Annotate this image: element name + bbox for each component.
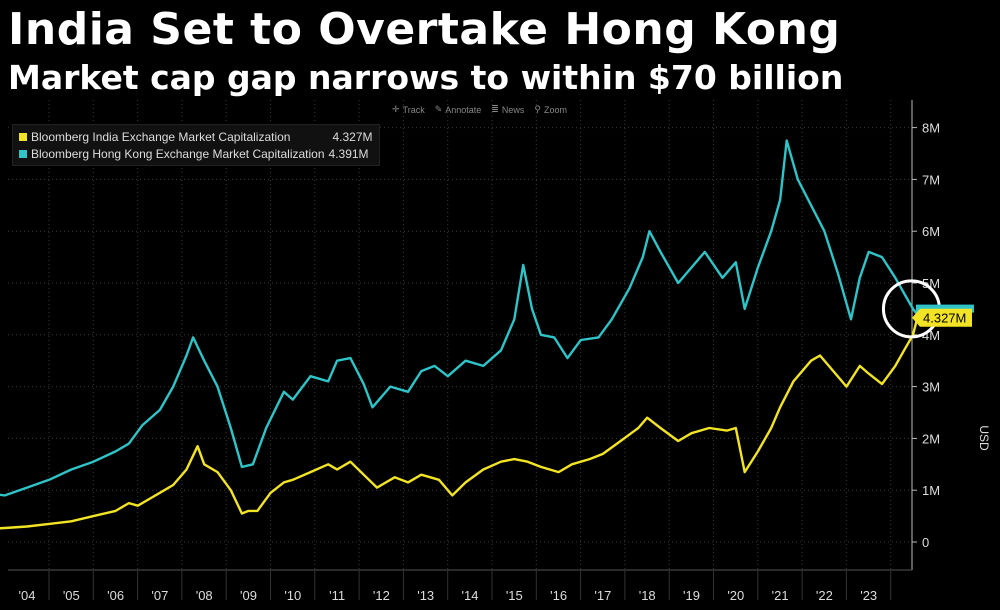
last-value-tag-india <box>912 308 972 327</box>
x-tick-label: '18 <box>639 588 656 603</box>
x-tick-label: '22 <box>816 588 833 603</box>
x-tick-label: '13 <box>417 588 434 603</box>
x-tick-label: '23 <box>860 588 877 603</box>
x-tick-label: '16 <box>550 588 567 603</box>
legend-swatch-india <box>19 132 27 141</box>
x-tick-label: '17 <box>594 588 611 603</box>
x-tick-label: '05 <box>63 588 80 603</box>
x-tick-label: '14 <box>462 588 479 603</box>
page-title: India Set to Overtake Hong Kong <box>8 4 841 55</box>
last-value-tag-hongkong <box>916 304 974 313</box>
crosshair-icon: ✛ <box>392 104 400 114</box>
y-tick-label: 5M <box>922 276 940 291</box>
y-tick-label: 3M <box>922 380 940 395</box>
legend-entry-india[interactable]: Bloomberg India Exchange Market Capitali… <box>19 128 373 145</box>
x-tick-label: '19 <box>683 588 700 603</box>
legend-value: 4.391M <box>328 146 369 161</box>
y-tick-label: 6M <box>922 224 940 239</box>
x-tick-label: '09 <box>240 588 257 603</box>
track-button[interactable]: ✛ Track <box>392 104 425 115</box>
y-tick-label: 1M <box>922 483 940 498</box>
x-tick-label: '04 <box>19 588 36 603</box>
legend-label: Bloomberg India Exchange Market Capitali… <box>31 129 291 144</box>
y-tick-label: 2M <box>922 431 940 446</box>
x-tick-label: '10 <box>284 588 301 603</box>
series-line-hongkong <box>0 139 919 497</box>
x-tick-label: '21 <box>772 588 789 603</box>
news-icon: ≣ <box>491 104 499 114</box>
pencil-icon: ✎ <box>434 104 443 114</box>
x-tick-label: '20 <box>727 588 744 603</box>
legend-swatch-hongkong <box>19 149 27 158</box>
series-line-india <box>0 317 919 530</box>
last-value-tag-label: 4.327M <box>923 311 966 326</box>
page-subtitle: Market cap gap narrows to within $70 bil… <box>8 58 844 97</box>
zoom-icon: ⚲ <box>534 104 541 114</box>
news-button[interactable]: ≣ News <box>491 104 525 115</box>
legend-value: 4.327M <box>332 129 373 144</box>
y-tick-label: 7M <box>922 172 940 187</box>
annotate-button[interactable]: ✎ Annotate <box>434 104 482 115</box>
legend-label: Bloomberg Hong Kong Exchange Market Capi… <box>31 146 325 161</box>
x-tick-label: '06 <box>107 588 124 603</box>
chart: 01M2M3M4M5M6M7M8MUSD'04'05'06'07'08'09'1… <box>0 100 1000 610</box>
x-tick-label: '12 <box>373 588 390 603</box>
x-axis-band <box>0 570 1000 610</box>
y-axis-label: USD <box>977 425 991 451</box>
chart-toolbar: ✛ Track ✎ Annotate ≣ News ⚲ Zoom <box>392 104 567 115</box>
legend-entry-hongkong[interactable]: Bloomberg Hong Kong Exchange Market Capi… <box>19 145 373 162</box>
y-tick-label: 8M <box>922 121 940 136</box>
x-tick-label: '08 <box>196 588 213 603</box>
x-tick-label: '07 <box>151 588 168 603</box>
x-tick-label: '15 <box>506 588 523 603</box>
zoom-button[interactable]: ⚲ Zoom <box>534 104 567 115</box>
chart-legend: Bloomberg India Exchange Market Capitali… <box>12 124 380 166</box>
x-tick-label: '11 <box>329 588 345 603</box>
y-tick-label: 0 <box>922 535 929 550</box>
